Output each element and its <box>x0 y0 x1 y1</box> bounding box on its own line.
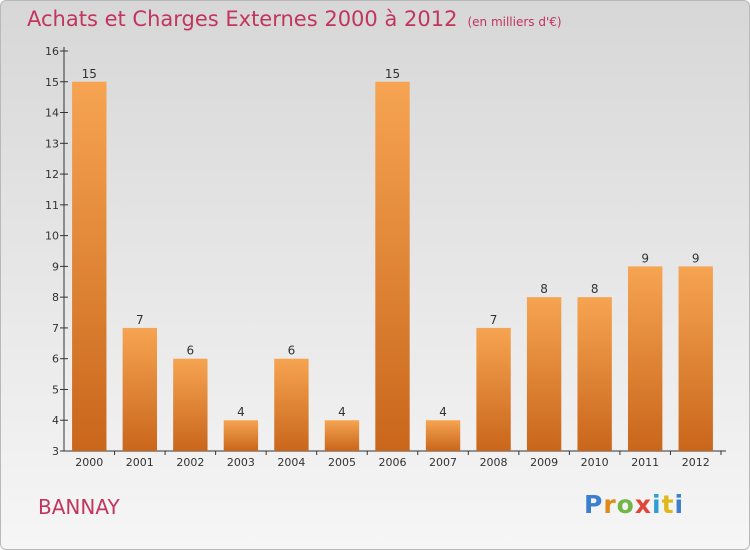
logo-letter: r <box>603 490 617 519</box>
bar-2008 <box>476 327 511 451</box>
data-label-2003: 4 <box>237 405 245 419</box>
data-label-2009: 8 <box>540 282 548 296</box>
bar-2009 <box>526 297 562 451</box>
data-label-2005: 4 <box>338 405 346 419</box>
y-tick-label: 5 <box>52 383 59 396</box>
commune-name: BANNAY <box>38 495 120 519</box>
x-tick-label: 2012 <box>682 456 710 469</box>
x-axis: 2000 2001 2002 2003 2004 2005 2006 2007 2008 2009… <box>64 450 726 469</box>
x-tick-label: 2004 <box>277 456 305 469</box>
x-tick-label: 2003 <box>227 456 255 469</box>
data-label-2008: 7 <box>490 313 498 327</box>
bar-2007 <box>425 420 461 451</box>
chart-unit-label: (en milliers d'€) <box>467 15 562 29</box>
x-tick-label: 2001 <box>126 456 154 469</box>
x-tick-label: 2000 <box>75 456 103 469</box>
data-label-2006: 15 <box>385 67 400 81</box>
data-label-2011: 9 <box>641 251 649 265</box>
data-label-2002: 6 <box>187 344 195 358</box>
bar-2001 <box>122 327 157 451</box>
x-tick-label: 2007 <box>429 456 457 469</box>
x-tick-label: 2009 <box>530 456 558 469</box>
y-tick-label: 9 <box>52 260 59 273</box>
chart-title: Achats et Charges Externes 2000 à 2012 (e… <box>27 7 562 31</box>
y-tick-label: 7 <box>52 322 59 335</box>
logo-letter: i <box>652 490 662 519</box>
bar-2002 <box>173 358 208 451</box>
y-tick-label: 12 <box>45 168 59 181</box>
bar-2010 <box>577 297 612 451</box>
y-tick-label: 10 <box>45 230 59 243</box>
bar-2012 <box>678 266 713 451</box>
bar-2004 <box>274 358 309 451</box>
data-label-2001: 7 <box>136 313 144 327</box>
logo-letter: P <box>584 490 604 519</box>
y-tick-label: 13 <box>45 137 59 150</box>
y-tick-label: 3 <box>52 445 59 458</box>
proxiti-logo: Proxiti <box>584 490 684 519</box>
y-tick-label: 15 <box>45 76 59 89</box>
data-label-2012: 9 <box>692 251 700 265</box>
y-tick-label: 14 <box>45 107 59 120</box>
y-tick-label: 16 <box>45 45 59 58</box>
x-tick-label: 2002 <box>176 456 204 469</box>
y-tick-label: 4 <box>52 414 59 427</box>
x-tick-label: 2005 <box>328 456 356 469</box>
bar-2005 <box>324 420 360 451</box>
x-tick-label: 2008 <box>480 456 508 469</box>
logo-letter: x <box>634 490 652 519</box>
bar-2006 <box>375 81 410 452</box>
bar-2003 <box>223 420 259 451</box>
data-label-2000: 15 <box>82 67 97 81</box>
y-axis: 3 4 5 6 7 8 9 10 11 12 13 14 15 16 <box>45 45 68 458</box>
bar-2011 <box>628 266 663 451</box>
data-label-2007: 4 <box>439 405 447 419</box>
x-tick-label: 2011 <box>631 456 659 469</box>
bar-2000 <box>72 81 107 452</box>
bar-series: 15 7 6 4 6 4 15 4 7 8 8 9 9 <box>72 67 713 452</box>
logo-letter: i <box>674 490 685 519</box>
data-label-2004: 6 <box>288 344 296 358</box>
y-tick-label: 8 <box>52 291 59 304</box>
chart-title-text: Achats et Charges Externes 2000 à 2012 <box>27 7 458 31</box>
x-tick-label: 2006 <box>379 456 407 469</box>
logo-letter: t <box>661 490 675 519</box>
logo-letter: o <box>616 490 635 519</box>
y-tick-label: 11 <box>45 199 59 212</box>
data-label-2010: 8 <box>591 282 599 296</box>
x-tick-label: 2010 <box>581 456 609 469</box>
y-tick-label: 6 <box>52 353 59 366</box>
